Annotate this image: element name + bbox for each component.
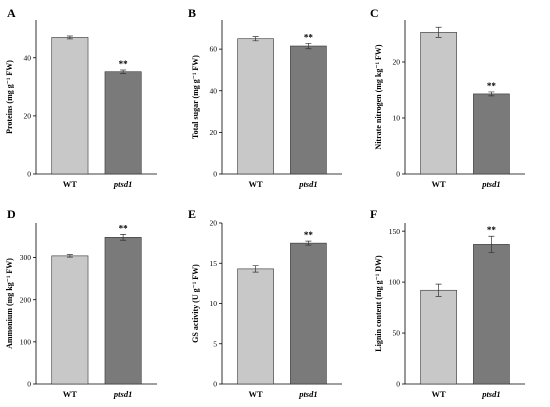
significance-label: ** — [119, 59, 129, 69]
y-tick-label: 0 — [396, 380, 400, 389]
x-category-label: WT — [249, 389, 264, 399]
y-tick-label: 300 — [20, 253, 32, 262]
y-axis-title: Ammonium (mg kg⁻¹ FW) — [5, 258, 14, 349]
bar-ptsd1 — [104, 237, 142, 385]
x-category-label: WT — [432, 179, 447, 189]
y-tick-label: 40 — [24, 53, 32, 62]
error-bar — [120, 234, 127, 241]
x-category-label: ptsd1 — [481, 389, 500, 399]
error-bar — [435, 283, 442, 297]
bar-wt — [420, 32, 457, 175]
y-tick-label: 5 — [213, 339, 217, 348]
bar-wt — [51, 255, 89, 385]
y-tick-label: 40 — [210, 86, 218, 95]
y-tick-label: 20 — [393, 58, 401, 67]
bar-wt — [237, 268, 274, 385]
panel-letter: D — [7, 207, 16, 221]
significance-label: ** — [304, 32, 314, 42]
chart-panel-f: F 0 50 100 150 Lignin content (mg g⁻¹ DW) WT **… — [370, 207, 525, 399]
y-tick-label: 20 — [24, 111, 32, 120]
error-bar — [66, 254, 73, 258]
panel-letter: F — [370, 207, 377, 221]
x-category-label: WT — [432, 389, 447, 399]
error-bar — [305, 42, 312, 50]
y-axis-title: Nitrate nitrogen (mg kg⁻¹ FW) — [374, 44, 383, 149]
y-tick-label: 60 — [210, 45, 218, 54]
y-axis-title: GS activity (U g⁻¹ FW) — [191, 264, 200, 343]
panel-letter: E — [188, 207, 196, 221]
y-tick-label: 0 — [396, 170, 400, 179]
chart-panel-e: E 0 5 10 15 20 GS activity (U g⁻¹ FW) WT ** ptsd1 — [188, 207, 342, 399]
error-bar — [252, 36, 259, 42]
y-tick-label: 20 — [210, 128, 218, 137]
x-category-label: WT — [249, 179, 264, 189]
y-tick-label: 150 — [389, 227, 401, 236]
bar-wt — [51, 37, 89, 175]
bar-ptsd1 — [290, 45, 327, 175]
error-bar — [488, 91, 495, 97]
y-axis-title: Proteins (mg g⁻¹ FW) — [5, 60, 14, 134]
error-bar — [305, 240, 312, 246]
panel-letter: A — [7, 6, 16, 20]
bar-ptsd1 — [104, 71, 142, 175]
chart-panel-a: A 0 20 40 Proteins (mg g⁻¹ FW) WT ** ptsd1 — [5, 6, 157, 189]
y-axis-title: Lignin content (mg g⁻¹ DW) — [374, 255, 383, 352]
x-category-label: WT — [63, 389, 78, 399]
x-category-label: ptsd1 — [298, 389, 317, 399]
bar-wt — [237, 38, 274, 175]
significance-label: ** — [119, 223, 129, 233]
error-bar — [120, 69, 127, 74]
y-tick-label: 50 — [393, 329, 401, 338]
x-category-label: ptsd1 — [298, 179, 317, 189]
y-tick-label: 15 — [210, 259, 218, 268]
bar-ptsd1 — [290, 242, 327, 385]
y-tick-label: 10 — [393, 114, 401, 123]
chart-panel-d: D 0 100 200 300 Ammonium (mg kg⁻¹ FW) WT ** ptsd… — [5, 207, 157, 399]
y-axis-title: Total sugar (mg g⁻¹ FW) — [191, 55, 200, 139]
error-bar — [252, 265, 259, 273]
bar-wt — [420, 289, 457, 385]
x-category-label: ptsd1 — [481, 179, 500, 189]
y-tick-label: 100 — [20, 337, 32, 346]
bar-ptsd1 — [473, 244, 510, 385]
significance-label: ** — [487, 225, 497, 235]
bar-ptsd1 — [473, 93, 510, 175]
error-bar — [488, 235, 495, 253]
y-tick-label: 20 — [210, 219, 218, 228]
y-tick-label: 0 — [213, 170, 217, 179]
y-tick-label: 200 — [20, 295, 32, 304]
y-tick-label: 0 — [213, 380, 217, 389]
y-tick-label: 10 — [210, 299, 218, 308]
chart-panel-c: C 0 10 20 Nitrate nitrogen (mg kg⁻¹ FW) WT ** p… — [370, 6, 525, 189]
error-bar — [435, 26, 442, 38]
x-category-label: ptsd1 — [113, 389, 132, 399]
chart-panel-b: B 0 20 40 60 Total sugar (mg g⁻¹ FW) WT ** ptsd1 — [188, 6, 342, 189]
significance-label: ** — [304, 230, 314, 240]
x-category-label: WT — [63, 179, 78, 189]
panel-letter: B — [188, 6, 196, 20]
y-tick-label: 0 — [27, 170, 31, 179]
significance-label: ** — [487, 81, 497, 91]
panel-letter: C — [370, 6, 379, 20]
x-category-label: ptsd1 — [113, 179, 132, 189]
y-tick-label: 0 — [27, 380, 31, 389]
y-tick-label: 100 — [389, 278, 401, 287]
error-bar — [66, 35, 73, 40]
